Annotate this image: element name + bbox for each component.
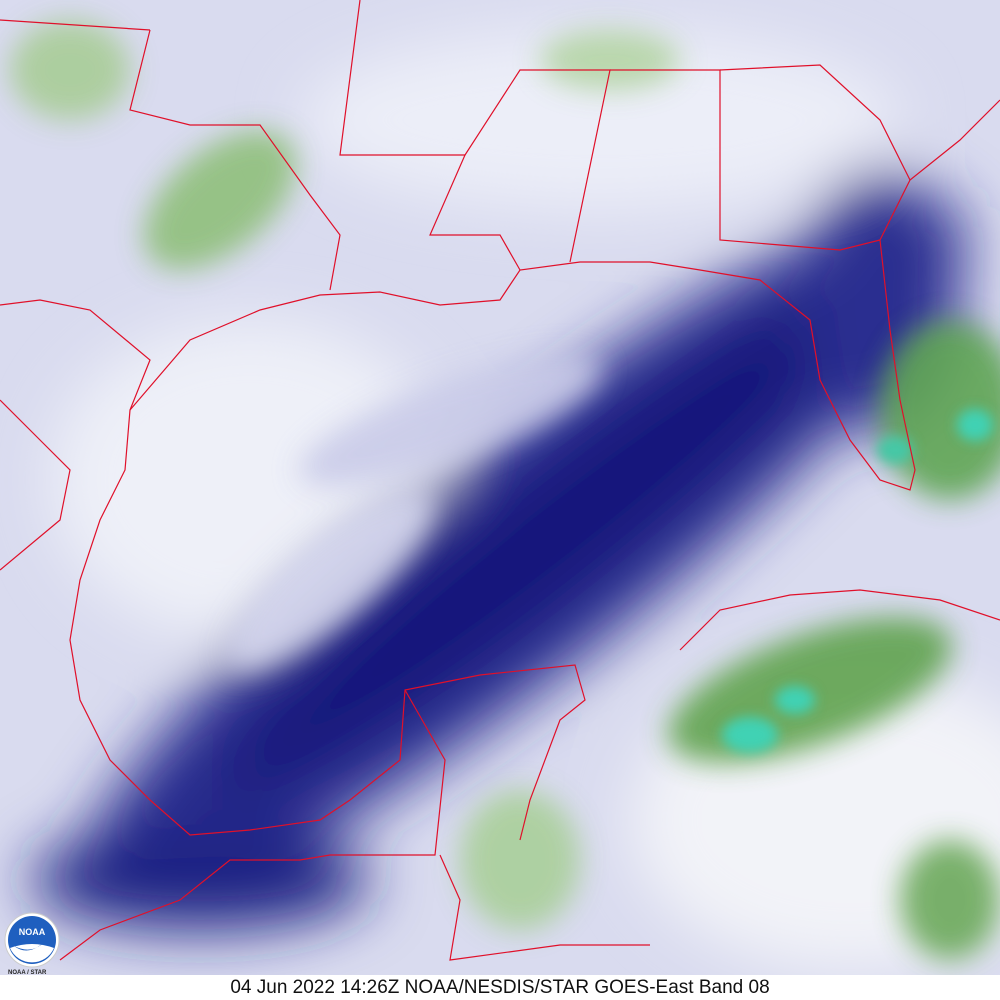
- logo-subtext: NOAA / STAR: [8, 970, 47, 976]
- political-borders: [0, 0, 1000, 961]
- water-vapor-imagery: [0, 0, 1000, 975]
- image-caption: 04 Jun 2022 14:26Z NOAA/NESDIS/STAR GOES…: [0, 975, 1000, 1000]
- svg-text:NOAA: NOAA: [19, 927, 46, 937]
- noaa-logo: NOAA: [4, 912, 60, 968]
